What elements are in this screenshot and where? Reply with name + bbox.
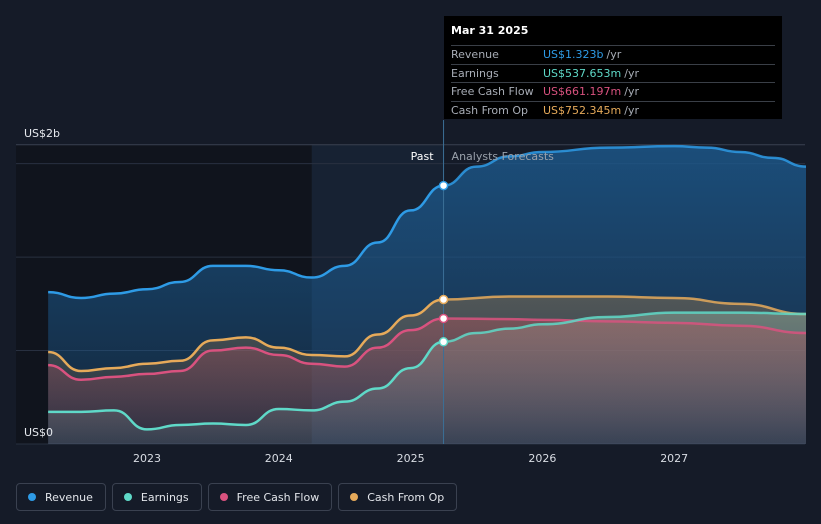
cash-from-op-marker [438, 294, 449, 305]
legend-dot-icon [219, 493, 228, 501]
tooltip-markers [438, 180, 449, 347]
legend-label: Revenue [45, 490, 93, 504]
y-axis-bottom-label: US$0 [24, 426, 53, 439]
cash-from-op-line-forecast [444, 295, 807, 316]
legend-item-free-cash-flow[interactable]: Free Cash Flow [207, 483, 333, 511]
legend-dot-icon [123, 493, 132, 501]
forecast-label: Analysts Forecasts [452, 150, 555, 163]
legend-label: Cash From Op [367, 490, 445, 504]
tooltip-unit: /yr [606, 48, 622, 61]
revenue-marker [438, 180, 449, 191]
cash-from-op-line-past [48, 298, 444, 373]
series-areas [48, 146, 806, 444]
legend-dot-icon [350, 493, 359, 501]
series-lines [48, 144, 807, 431]
legend-item-revenue[interactable]: Revenue [16, 483, 106, 511]
legend-dot-icon [28, 493, 36, 501]
earnings-marker [438, 337, 449, 347]
y-axis-top-label: US$2b [24, 127, 60, 140]
tooltip-row-free-cash-flow: Free Cash Flow US$661.197m/yr [451, 82, 775, 101]
tooltip-row-revenue: Revenue US$1.323b/yr [451, 45, 775, 64]
cash-from-op-area [48, 296, 806, 444]
x-tick-2023: 2023 [133, 452, 161, 465]
earnings-line-forecast [444, 311, 807, 344]
tooltip-row-cash-from-op: Cash From Op US$752.345m/yr [451, 100, 775, 120]
tooltip-label: Cash From Op [451, 103, 529, 117]
legend-label: Earnings [140, 490, 189, 504]
tooltip-date: Mar 31 2025 [451, 24, 529, 37]
earnings-line-past [48, 340, 444, 431]
past-label: Past [411, 150, 435, 163]
free-cash-flow-marker [438, 313, 449, 324]
tooltip-unit: /yr [624, 66, 639, 80]
tooltip-value: US$752.345m [543, 103, 622, 117]
x-tick-2024: 2024 [265, 452, 293, 465]
tooltip-label: Earnings [451, 66, 499, 80]
legend-item-earnings[interactable]: Earnings [111, 483, 202, 511]
tooltip-label: Revenue [451, 48, 499, 61]
tooltip-unit: /yr [624, 85, 639, 98]
legend: Revenue Earnings Free Cash Flow Cash From O… [16, 483, 458, 511]
free-cash-flow-line-forecast [444, 317, 807, 335]
legend-item-cash-from-op[interactable]: Cash From Op [338, 483, 458, 511]
tooltip-value: US$661.197m [543, 85, 622, 98]
x-tick-2027: 2027 [660, 452, 688, 465]
legend-label: Free Cash Flow [236, 490, 320, 504]
x-tick-2025: 2025 [397, 452, 425, 465]
tooltip-unit: /yr [624, 103, 639, 117]
tooltip-value: US$1.323b [543, 48, 604, 61]
tooltip-label: Free Cash Flow [451, 85, 534, 98]
revenue-line-past [48, 184, 444, 300]
x-tick-2026: 2026 [528, 452, 556, 465]
revenue-line-forecast [444, 144, 807, 187]
free-cash-flow-line-past [48, 317, 444, 382]
x-axis-ticks: 2023 2024 2025 2026 2027 [133, 452, 688, 465]
tooltip-row-earnings: Earnings US$537.653m/yr [451, 63, 775, 83]
tooltip: Mar 31 2025 Revenue US$1.323b/yr Earnings U… [444, 16, 782, 119]
tooltip-value: US$537.653m [543, 66, 622, 80]
